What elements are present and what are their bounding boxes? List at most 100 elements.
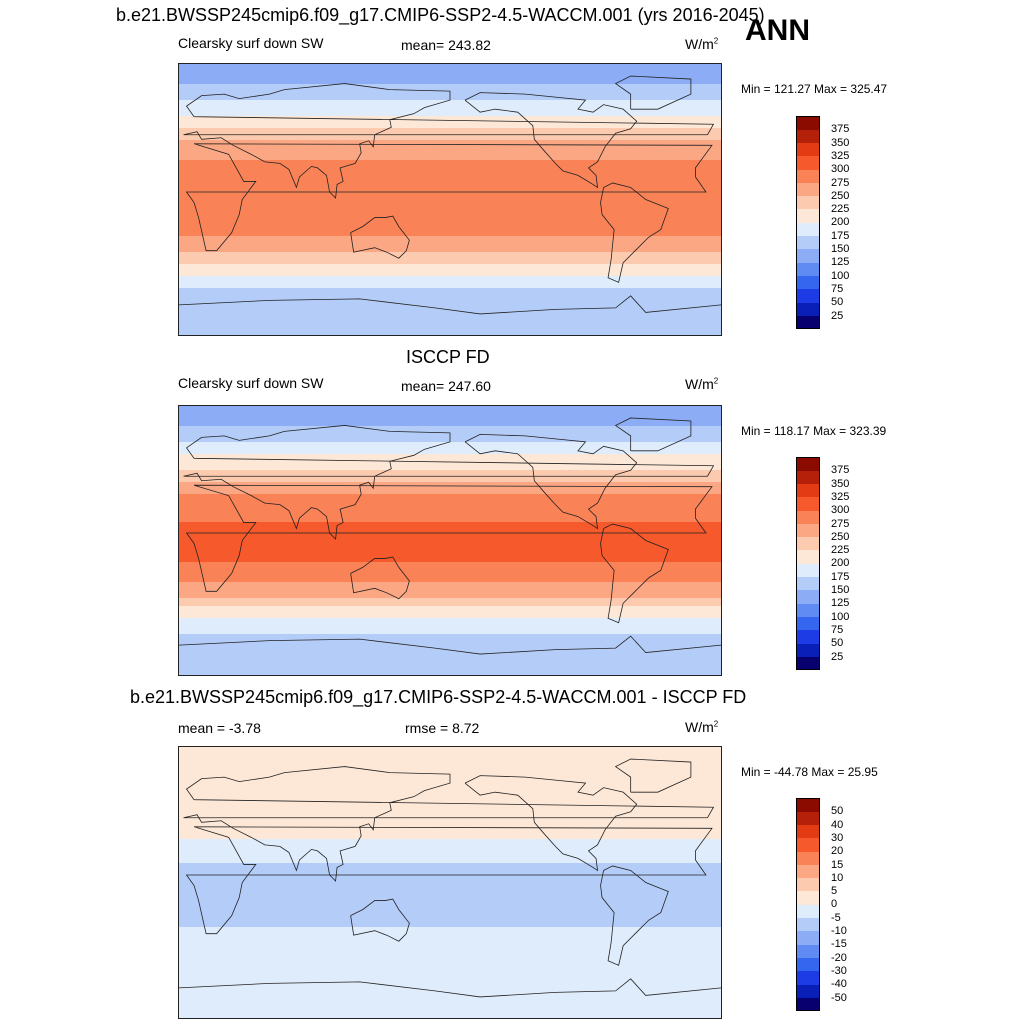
heatmap-band	[179, 550, 721, 555]
heatmap-band	[179, 332, 721, 335]
heatmap-band	[179, 236, 721, 241]
heatmap-band	[179, 542, 721, 547]
colorbar-swatch	[796, 891, 820, 905]
heatmap-band	[179, 156, 721, 161]
heatmap-band	[179, 574, 721, 579]
heatmap-band	[179, 486, 721, 491]
heatmap-band	[179, 232, 721, 237]
heatmap-band	[179, 923, 721, 928]
colorbar-swatch	[796, 917, 820, 932]
heatmap-band	[179, 482, 721, 487]
heatmap-band	[179, 987, 721, 992]
heatmap-band	[179, 410, 721, 415]
heatmap-band	[179, 602, 721, 607]
heatmap-band	[179, 759, 721, 764]
heatmap-band	[179, 654, 721, 659]
colorbar-tick-label: 25	[831, 309, 844, 322]
heatmap-band	[179, 767, 721, 772]
heatmap-band	[179, 1007, 721, 1012]
heatmap-band	[179, 100, 721, 105]
heatmap-band	[179, 312, 721, 317]
heatmap-band	[179, 172, 721, 177]
colorbar-tick-label: 300	[831, 504, 850, 517]
heatmap-band	[179, 256, 721, 261]
heatmap-band	[179, 108, 721, 113]
heatmap-band	[179, 292, 721, 297]
heatmap-band	[179, 276, 721, 281]
heatmap-band	[179, 212, 721, 217]
colorbar-tick-label: 125	[831, 256, 850, 269]
colorbar-swatch	[796, 590, 820, 604]
heatmap-band	[179, 510, 721, 515]
colorbar-swatch	[796, 904, 820, 919]
heatmap-band	[179, 570, 721, 575]
colorbar-tick-label: 20	[831, 845, 844, 858]
coastline	[614, 758, 692, 793]
heatmap-band	[179, 530, 721, 535]
heatmap-band	[179, 562, 721, 567]
colorbar-tick-label: -30	[831, 964, 847, 977]
heatmap-band	[179, 935, 721, 940]
heatmap-band	[179, 799, 721, 804]
heatmap-band	[179, 284, 721, 289]
heatmap-band	[179, 546, 721, 551]
heatmap-band	[179, 887, 721, 892]
colorbar-tick-label: 225	[831, 544, 850, 557]
colorbar-tick-label: 350	[831, 477, 850, 490]
colorbar-swatch	[796, 643, 820, 657]
colorbar-tick-label: -40	[831, 978, 847, 991]
heatmap-band	[179, 823, 721, 828]
colorbar-swatch	[796, 275, 820, 290]
colorbar-swatch	[796, 195, 820, 210]
colorbar-swatch	[796, 496, 820, 511]
heatmap-band	[179, 316, 721, 321]
heatmap-band	[179, 478, 721, 483]
panel1-mean: mean= 243.82	[401, 37, 491, 53]
heatmap-band	[179, 959, 721, 964]
heatmap-band	[179, 999, 721, 1004]
colorbar-swatch	[796, 851, 820, 865]
colorbar-swatch	[796, 944, 820, 958]
heatmap-band	[179, 751, 721, 756]
heatmap-band	[179, 120, 721, 125]
colorbar-swatch	[796, 222, 820, 237]
colorbar-tick-label: 75	[831, 282, 844, 295]
heatmap-band	[179, 430, 721, 435]
colorbar-tick-label: 225	[831, 203, 850, 216]
colorbar-swatch	[796, 116, 820, 130]
heatmap-band	[179, 80, 721, 85]
heatmap-band	[179, 791, 721, 796]
colorbar-tick-label: 15	[831, 858, 844, 871]
colorbar-tick-label: -5	[831, 911, 841, 924]
heatmap-band	[179, 104, 721, 109]
heatmap-band	[179, 967, 721, 972]
colorbar-tick-label: 175	[831, 229, 850, 242]
heatmap-band	[179, 124, 721, 129]
heatmap-band	[179, 614, 721, 619]
heatmap-band	[179, 827, 721, 832]
colorbar-tick-label: -10	[831, 925, 847, 937]
heatmap-band	[179, 514, 721, 519]
panel2-mean: mean= 247.60	[401, 378, 491, 394]
colorbar-tick-label: 375	[831, 123, 850, 136]
heatmap-band	[179, 610, 721, 615]
colorbar-swatch	[796, 864, 820, 879]
heatmap-band	[179, 538, 721, 543]
colorbar-swatch	[796, 877, 820, 892]
coastline	[350, 556, 410, 600]
coastline	[183, 425, 715, 540]
heatmap-band	[179, 963, 721, 968]
heatmap-band	[179, 244, 721, 249]
panel3-map	[178, 746, 722, 1019]
heatmap-band	[179, 658, 721, 663]
heatmap-band	[179, 240, 721, 245]
colorbar-tick-label: 25	[831, 650, 844, 663]
colorbar-swatch	[796, 997, 820, 1012]
colorbar-swatch	[796, 129, 820, 143]
heatmap-band	[179, 196, 721, 201]
colorbar-swatch	[796, 931, 820, 945]
heatmap-band	[179, 815, 721, 820]
colorbar-tick-label: 200	[831, 216, 850, 229]
heatmap-band	[179, 446, 721, 451]
heatmap-band	[179, 116, 721, 121]
